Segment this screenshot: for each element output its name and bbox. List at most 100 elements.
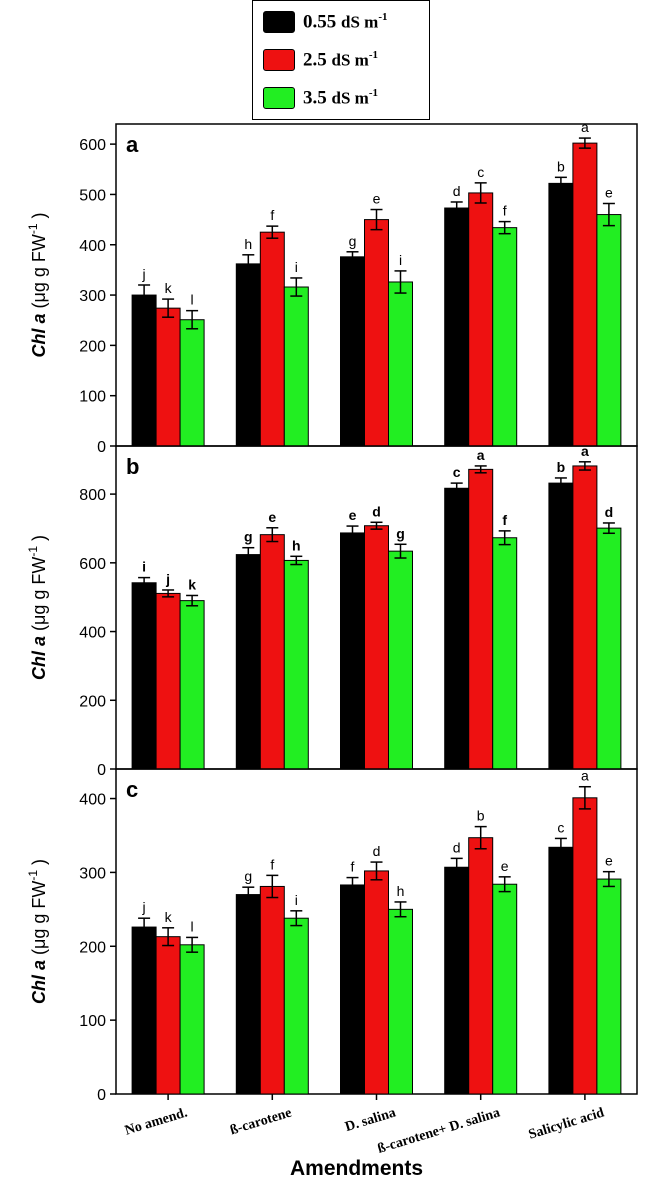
legend-swatch-2 xyxy=(263,87,295,109)
bar xyxy=(340,256,365,447)
bar xyxy=(468,192,494,447)
bar xyxy=(364,525,389,770)
bar xyxy=(596,527,622,770)
significance-letter: b xyxy=(557,459,566,475)
significance-letter: g xyxy=(244,529,253,545)
y-tick-label: 0 xyxy=(97,439,106,456)
bar xyxy=(259,885,285,1095)
panel-label: a xyxy=(126,132,139,157)
significance-letter: d xyxy=(453,839,461,855)
y-tick-label: 600 xyxy=(79,137,106,154)
significance-letter: f xyxy=(502,512,507,528)
y-tick-label: 100 xyxy=(79,389,106,406)
bar xyxy=(492,537,518,770)
significance-letter: e xyxy=(501,858,509,874)
significance-letter: i xyxy=(142,559,146,575)
bar xyxy=(596,214,622,447)
bar xyxy=(155,307,181,447)
bar xyxy=(340,884,365,1095)
significance-letter: c xyxy=(477,164,484,180)
y-tick-label: 200 xyxy=(79,338,106,355)
panel-c: c 0 100 200 300 400 Chl a (μg g FW-1 ) j k l g f i f d… xyxy=(26,768,638,1104)
significance-letter: i xyxy=(295,259,298,275)
significance-letter: g xyxy=(396,525,405,541)
bar xyxy=(572,465,598,770)
bar xyxy=(388,281,413,447)
bar xyxy=(155,936,181,1095)
significance-letter: k xyxy=(165,909,173,925)
legend-label-0: 0.55 dS m-1 xyxy=(303,10,388,33)
bar xyxy=(155,592,181,770)
legend-label-1: 2.5 dS m-1 xyxy=(303,48,378,71)
significance-letter: a xyxy=(581,443,589,459)
bar xyxy=(283,286,309,447)
bar xyxy=(492,883,518,1095)
bar xyxy=(259,231,285,447)
bar xyxy=(548,182,574,447)
y-tick-label: 200 xyxy=(79,939,106,956)
bar xyxy=(444,207,470,447)
significance-letter: d xyxy=(372,503,381,519)
bar xyxy=(492,227,518,447)
y-axis-label: Chl a (μg g FW-1 ) xyxy=(26,535,49,680)
significance-letter: l xyxy=(191,918,194,934)
significance-letter: j xyxy=(142,266,146,282)
y-tick-label: 600 xyxy=(79,556,106,573)
significance-letter: a xyxy=(477,447,485,463)
bar xyxy=(548,846,574,1095)
significance-letter: f xyxy=(503,203,507,219)
significance-letter: f xyxy=(270,207,274,223)
legend-item-1: 2.5 dS m-1 xyxy=(263,47,378,73)
bar xyxy=(572,797,598,1095)
significance-letter: k xyxy=(188,576,196,592)
chart-legend: 0.55 dS m-1 2.5 dS m-1 3.5 dS m-1 xyxy=(252,0,430,120)
significance-letter: c xyxy=(453,464,461,480)
bar xyxy=(548,482,574,770)
x-tick-label: ß-carotene xyxy=(228,1105,293,1138)
legend-swatch-1 xyxy=(263,49,295,71)
significance-letter: a xyxy=(581,119,589,135)
bar xyxy=(572,142,598,447)
y-tick-label: 300 xyxy=(79,865,106,882)
bar xyxy=(364,219,389,447)
bar xyxy=(131,582,157,770)
legend-item-0: 0.55 dS m-1 xyxy=(263,9,388,35)
x-axis-title: Amendments xyxy=(290,1157,423,1180)
y-axis-label: Chl a (μg g FW-1 ) xyxy=(26,212,49,357)
significance-letter: e xyxy=(373,191,381,207)
significance-letter: h xyxy=(292,537,301,553)
significance-letter: j xyxy=(165,571,170,587)
significance-letter: b xyxy=(557,158,565,174)
y-axis-label: Chl a (μg g FW-1 ) xyxy=(26,859,49,1004)
bar xyxy=(235,554,261,770)
bar xyxy=(340,532,365,770)
panel-label: c xyxy=(126,777,138,802)
y-tick-label: 400 xyxy=(79,238,106,255)
bar xyxy=(179,319,205,447)
panel-label: b xyxy=(126,454,139,479)
y-tick-label: 300 xyxy=(79,288,106,305)
y-tick-label: 100 xyxy=(79,1013,106,1030)
x-tick-label: Salicylic acid xyxy=(527,1105,606,1142)
bar xyxy=(131,294,157,447)
bar xyxy=(364,870,389,1095)
y-tick-label: 0 xyxy=(97,1087,106,1104)
legend-item-2: 3.5 dS m-1 xyxy=(263,85,378,111)
bar xyxy=(468,837,494,1095)
y-tick-label: 0 xyxy=(97,762,106,779)
bar xyxy=(444,487,470,770)
significance-letter: c xyxy=(557,819,564,835)
significance-letter: a xyxy=(581,768,589,784)
significance-letter: g xyxy=(244,868,252,884)
significance-letter: j xyxy=(142,899,146,915)
significance-letter: b xyxy=(477,808,485,824)
legend-label-2: 3.5 dS m-1 xyxy=(303,86,378,109)
significance-letter: e xyxy=(605,853,613,869)
significance-letter: e xyxy=(349,507,357,523)
x-tick-label: D. salina xyxy=(343,1105,397,1135)
bar xyxy=(444,866,470,1095)
bar xyxy=(388,908,413,1095)
bar xyxy=(283,917,309,1095)
